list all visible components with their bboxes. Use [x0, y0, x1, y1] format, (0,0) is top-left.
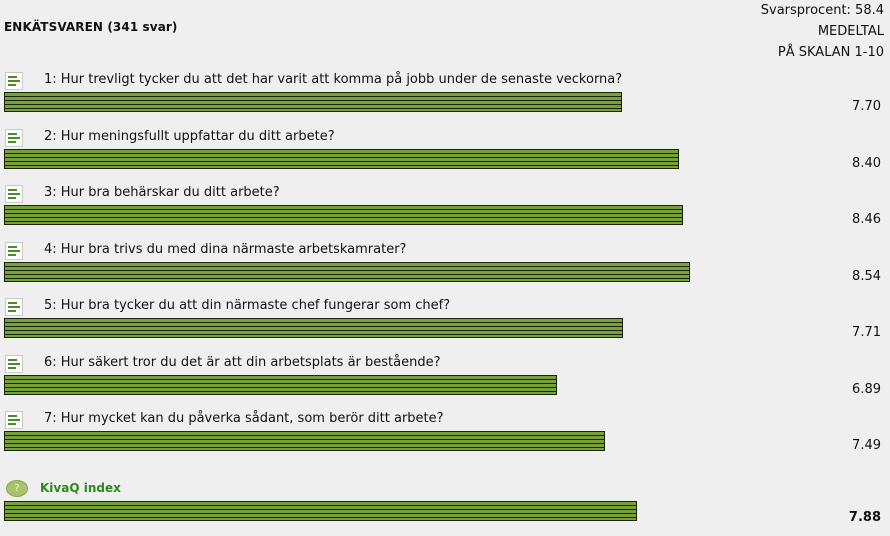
question-row: 6: Hur säkert tror du det är att din arb…	[0, 354, 890, 411]
question-bar	[4, 205, 684, 225]
scale-label: PÅ SKALAN 1-10	[777, 45, 884, 60]
question-list-icon[interactable]	[5, 128, 23, 147]
question-row: 7: Hur mycket kan du påverka sådant, som…	[0, 411, 890, 467]
response-rate: Svarsprocent: 58.4	[760, 3, 884, 18]
question-text: 2: Hur meningsfullt uppfattar du ditt ar…	[44, 128, 335, 144]
question-value: 7.49	[852, 438, 881, 453]
index-bar	[4, 501, 637, 521]
question-text: 3: Hur bra behärskar du ditt arbete?	[44, 185, 280, 200]
question-list-icon[interactable]	[5, 241, 23, 260]
question-value: 8.40	[852, 155, 881, 171]
question-bar	[4, 374, 558, 395]
question-list-icon[interactable]	[5, 354, 23, 373]
help-icon[interactable]: ?	[6, 480, 28, 497]
question-text: 7: Hur mycket kan du påverka sådant, som…	[44, 411, 444, 426]
question-list-icon[interactable]	[5, 72, 23, 90]
question-row: 1: Hur trevligt tycker du att det har va…	[0, 72, 890, 128]
header-right: Svarsprocent: 58.4 MEDELTAL PÅ SKALAN 1-…	[761, 0, 884, 63]
question-bar	[4, 261, 690, 282]
question-value: 7.71	[852, 325, 881, 340]
survey-title: ENKÄTSVAREN (341 svar)	[4, 20, 178, 34]
question-value: 6.89	[852, 381, 881, 397]
mean-label: MEDELTAL	[817, 24, 884, 39]
question-row: 2: Hur meningsfullt uppfattar du ditt ar…	[0, 128, 890, 185]
question-bar	[4, 431, 606, 451]
question-list-icon[interactable]	[5, 298, 23, 316]
question-row: 5: Hur bra tycker du att din närmaste ch…	[0, 298, 890, 354]
question-text: 1: Hur trevligt tycker du att det har va…	[44, 72, 623, 87]
question-list-icon[interactable]	[5, 411, 23, 429]
question-text: 6: Hur säkert tror du det är att din arb…	[44, 354, 441, 370]
question-bar	[4, 148, 679, 169]
question-bar	[4, 318, 624, 338]
question-bar	[4, 92, 623, 112]
question-list-icon[interactable]	[5, 185, 23, 203]
question-row: 4: Hur bra trivs du med dina närmaste ar…	[0, 241, 890, 298]
question-text: 4: Hur bra trivs du med dina närmaste ar…	[44, 241, 407, 257]
question-value: 8.54	[852, 268, 881, 284]
index-row: ? KivaQ index 7.88	[0, 480, 890, 536]
index-value: 7.88	[848, 510, 881, 525]
question-row: 3: Hur bra behärskar du ditt arbete? 8.46	[0, 185, 890, 241]
index-label: KivaQ index	[40, 481, 121, 495]
question-text: 5: Hur bra tycker du att din närmaste ch…	[44, 298, 451, 313]
question-value: 8.46	[852, 212, 881, 227]
question-value: 7.70	[852, 99, 881, 114]
